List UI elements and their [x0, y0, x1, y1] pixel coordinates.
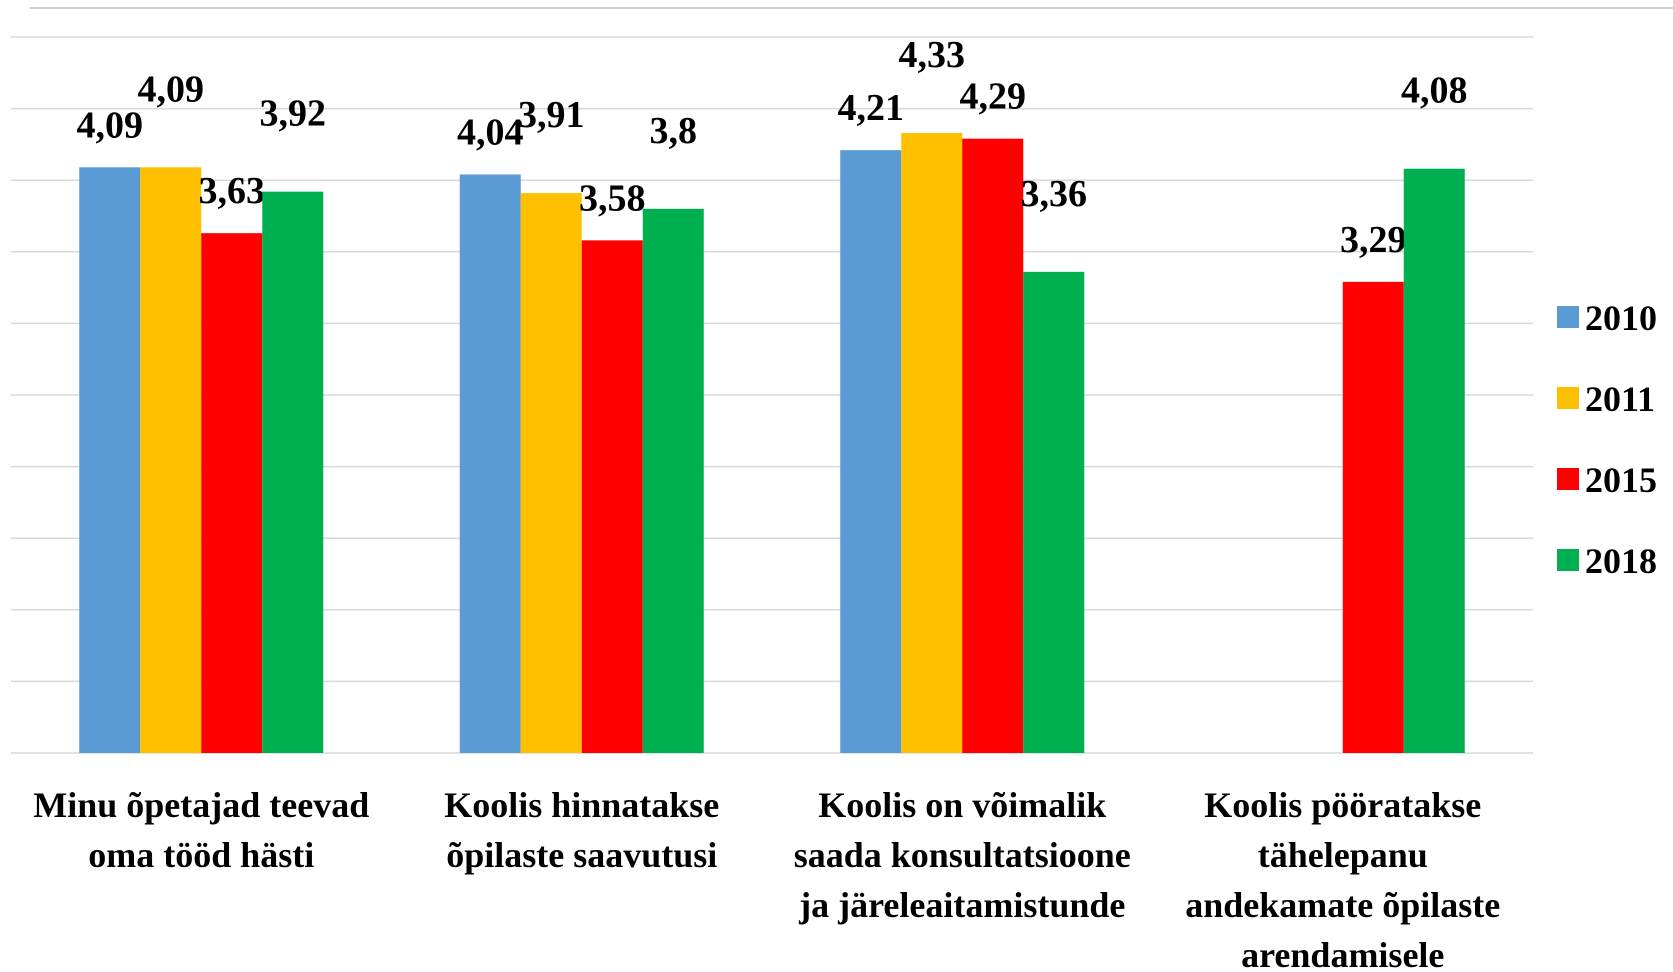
legend-label: 2015	[1585, 460, 1657, 500]
data-label: 4,21	[838, 87, 905, 129]
data-label: 4,29	[960, 76, 1027, 118]
bar	[901, 132, 963, 754]
bar	[1342, 281, 1404, 753]
bar	[459, 174, 521, 754]
bar	[262, 191, 324, 753]
bar	[1023, 271, 1085, 753]
data-label: 3,92	[260, 93, 327, 135]
data-label: 4,33	[899, 34, 966, 76]
legend-label: 2010	[1585, 298, 1657, 338]
data-label: 4,09	[77, 104, 144, 146]
legend-swatch	[1557, 549, 1579, 571]
bar	[520, 193, 582, 753]
data-label: 3,29	[1340, 219, 1407, 261]
x-tick-label: Koolis pööratakse tähelepanu andekamate …	[1185, 785, 1501, 972]
legend-label: 2011	[1585, 379, 1655, 419]
legend-label: 2018	[1585, 541, 1657, 581]
data-label: 4,04	[457, 111, 524, 153]
bar	[201, 233, 263, 753]
data-label: 4,08	[1401, 70, 1468, 112]
data-label: 3,63	[199, 170, 266, 212]
data-label: 3,36	[1021, 173, 1088, 215]
x-tick-label: Koolis on võimalik saada konsultatsioone…	[793, 785, 1131, 925]
x-tick-label: Minu õpetajad teevad oma tööd hästi	[33, 785, 370, 875]
legend-swatch	[1557, 387, 1579, 409]
bar	[581, 240, 643, 753]
bar	[1403, 168, 1465, 753]
legend-swatch	[1557, 468, 1579, 490]
data-label: 3,58	[579, 177, 646, 219]
bar	[642, 208, 704, 754]
data-label: 4,09	[138, 68, 205, 110]
legend-swatch	[1557, 306, 1579, 328]
bar	[840, 150, 902, 754]
data-label: 3,8	[650, 110, 698, 152]
bar	[962, 138, 1024, 753]
bar	[79, 167, 141, 753]
data-label: 3,91	[518, 94, 585, 136]
bar	[140, 167, 202, 753]
x-tick-label: Koolis hinnatakse õpilaste saavutusi	[444, 785, 720, 875]
